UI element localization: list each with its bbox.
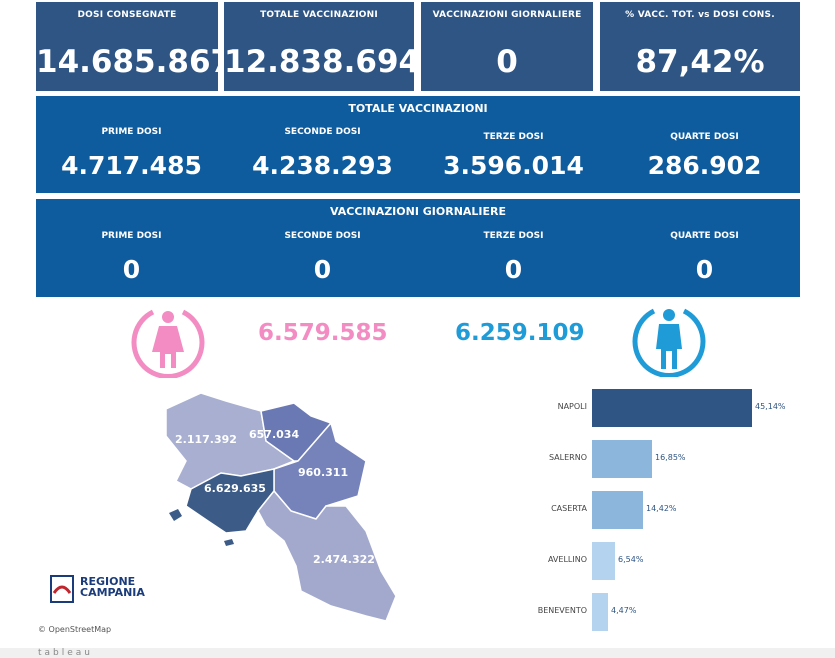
kpi-dosi-consegnate: DOSI CONSEGNATE 14.685.867 bbox=[36, 2, 233, 91]
bar-benevento[interactable] bbox=[592, 593, 608, 631]
band-col-quarte: QUARTE DOSI 286.902 bbox=[609, 132, 800, 180]
band-col-prime: PRIME DOSI 0 bbox=[36, 231, 227, 284]
band-col-value: 286.902 bbox=[647, 151, 762, 180]
band-col-value: 0 bbox=[504, 255, 523, 284]
female-icon bbox=[131, 309, 205, 378]
male-icon bbox=[632, 308, 706, 377]
bar-value-avellino: 6,54% bbox=[618, 555, 644, 564]
band-col-label: PRIME DOSI bbox=[101, 127, 162, 137]
band-col-value: 3.596.014 bbox=[443, 151, 584, 180]
bar-label-benevento: BENEVENTO bbox=[537, 606, 587, 615]
band-col-seconde: SECONDE DOSI 4.238.293 bbox=[227, 127, 418, 180]
band-col-quarte: QUARTE DOSI 0 bbox=[609, 231, 800, 284]
bar-label-salerno: SALERNO bbox=[548, 453, 587, 462]
band-col-label: SECONDE DOSI bbox=[284, 127, 361, 137]
kpi-totale-vaccinazioni: TOTALE VACCINAZIONI 12.838.694 bbox=[224, 2, 421, 91]
band-col-label: QUARTE DOSI bbox=[670, 132, 739, 142]
kpi-label: % VACC. TOT. vs DOSI CONS. bbox=[625, 10, 775, 20]
totale-vaccinazioni-panel: TOTALE VACCINAZIONI PRIME DOSI 4.717.485… bbox=[36, 96, 800, 193]
kpi-label: VACCINAZIONI GIORNALIERE bbox=[432, 10, 582, 20]
band-col-value: 4.238.293 bbox=[252, 151, 393, 180]
bar-value-benevento: 4,47% bbox=[611, 606, 637, 615]
province-bar-chart: NAPOLI 45,14% SALERNO 16,85% CASERTA 14,42% AV… bbox=[520, 381, 820, 637]
map-value-avellino: 960.311 bbox=[298, 466, 349, 479]
kpi-value: 14.685.867 bbox=[36, 44, 233, 80]
kpi-percentuale: % VACC. TOT. vs DOSI CONS. 87,42% bbox=[600, 2, 800, 91]
female-count: 6.579.585 bbox=[258, 320, 388, 346]
vaccinazioni-giornaliere-panel: VACCINAZIONI GIORNALIERE PRIME DOSI 0 SE… bbox=[36, 199, 800, 297]
band-title: VACCINAZIONI GIORNALIERE bbox=[329, 205, 507, 218]
kpi-label: TOTALE VACCINAZIONI bbox=[260, 10, 378, 20]
band-col-value: 4.717.485 bbox=[61, 151, 202, 180]
band-col-value: 0 bbox=[695, 255, 714, 284]
bar-value-salerno: 16,85% bbox=[655, 453, 686, 462]
bar-label-caserta: CASERTA bbox=[551, 504, 587, 513]
male-count: 6.259.109 bbox=[455, 320, 585, 346]
band-col-label: TERZE DOSI bbox=[483, 132, 544, 142]
province-salerno[interactable] bbox=[257, 489, 397, 622]
bar-label-avellino: AVELLINO bbox=[547, 555, 587, 564]
bar-napoli[interactable] bbox=[592, 389, 752, 427]
map-value-benevento: 657.034 bbox=[249, 428, 300, 441]
band-col-label: QUARTE DOSI bbox=[670, 231, 739, 241]
campania-map[interactable]: 2.117.392 657.034 960.311 6.629.635 2.47… bbox=[36, 381, 520, 637]
band-col-seconde: SECONDE DOSI 0 bbox=[227, 231, 418, 284]
map-svg[interactable] bbox=[36, 381, 520, 637]
bar-caserta[interactable] bbox=[592, 491, 643, 529]
map-value-salerno: 2.474.322 bbox=[313, 553, 375, 566]
band-col-prime: PRIME DOSI 4.717.485 bbox=[36, 127, 227, 180]
kpi-vaccinazioni-giornaliere: VACCINAZIONI GIORNALIERE 0 bbox=[421, 2, 593, 91]
band-col-terze: TERZE DOSI 0 bbox=[418, 231, 609, 284]
bar-value-napoli: 45,14% bbox=[755, 402, 786, 411]
band-col-label: TERZE DOSI bbox=[483, 231, 544, 241]
band-col-value: 0 bbox=[122, 255, 141, 284]
band-col-terze: TERZE DOSI 3.596.014 bbox=[418, 132, 609, 180]
tableau-brand: tableau bbox=[38, 648, 94, 658]
bar-value-caserta: 14,42% bbox=[646, 504, 677, 513]
island-ischia bbox=[169, 509, 182, 521]
region-crest-icon bbox=[50, 575, 74, 603]
logo-text-line2: CAMPANIA bbox=[80, 586, 145, 599]
kpi-value: 12.838.694 bbox=[224, 44, 421, 80]
map-credit: © OpenStreetMap bbox=[38, 625, 112, 634]
tableau-toolbar bbox=[0, 648, 835, 658]
logo-text-line1: REGIONE bbox=[80, 575, 136, 588]
island-capri bbox=[224, 539, 234, 546]
bar-label-napoli: NAPOLI bbox=[557, 402, 587, 411]
band-col-label: SECONDE DOSI bbox=[284, 231, 361, 241]
bar-avellino[interactable] bbox=[592, 542, 615, 580]
bar-salerno[interactable] bbox=[592, 440, 652, 478]
map-value-napoli: 6.629.635 bbox=[204, 482, 266, 495]
kpi-value: 87,42% bbox=[635, 44, 765, 80]
band-title: TOTALE VACCINAZIONI bbox=[348, 102, 488, 115]
map-value-caserta: 2.117.392 bbox=[175, 433, 237, 446]
band-col-label: PRIME DOSI bbox=[101, 231, 162, 241]
kpi-value: 0 bbox=[496, 44, 518, 80]
kpi-label: DOSI CONSEGNATE bbox=[77, 10, 177, 20]
band-col-value: 0 bbox=[313, 255, 332, 284]
